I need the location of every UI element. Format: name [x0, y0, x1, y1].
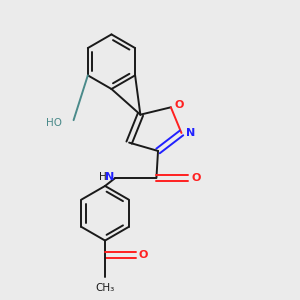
Text: O: O [191, 173, 201, 183]
Text: HO: HO [46, 118, 62, 128]
Text: O: O [139, 250, 148, 260]
Text: CH₃: CH₃ [95, 283, 115, 293]
Text: H: H [99, 172, 107, 182]
Text: N: N [105, 172, 114, 182]
Text: N: N [186, 128, 195, 138]
Text: O: O [174, 100, 184, 110]
